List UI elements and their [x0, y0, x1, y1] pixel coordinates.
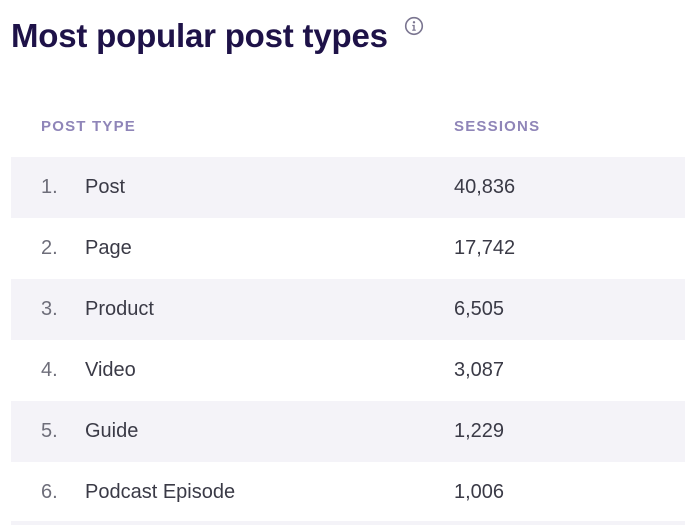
table-row[interactable]: 3. Product 6,505 [11, 279, 685, 340]
row-post-type: Podcast Episode [85, 481, 236, 503]
table-row[interactable]: 5. Guide 1,229 [11, 401, 685, 462]
table-row[interactable]: 1. Post 40,836 [11, 157, 685, 218]
column-header-sessions[interactable]: SESSIONS [454, 118, 541, 135]
row-sessions: 1,006 [454, 481, 505, 503]
row-rank: 1. [41, 176, 58, 198]
column-header-post-type[interactable]: POST TYPE [41, 118, 136, 135]
row-sessions: 6,505 [454, 298, 505, 320]
row-rank: 4. [41, 359, 58, 381]
post-types-table: POST TYPE SESSIONS 1. Post 40,836 2. Pag… [11, 104, 685, 503]
table-row[interactable]: 2. Page 17,742 [11, 218, 685, 279]
table-row[interactable]: 6. Podcast Episode 1,006 [11, 462, 685, 523]
row-sessions: 17,742 [454, 237, 516, 259]
table-header: POST TYPE SESSIONS [11, 104, 685, 148]
widget-title: Most popular post types [11, 17, 388, 54]
table-body: 1. Post 40,836 2. Page 17,742 3. Product… [11, 157, 685, 523]
row-post-type: Product [85, 298, 154, 320]
row-post-type: Guide [85, 420, 139, 442]
row-post-type: Video [85, 359, 136, 381]
widget-header: Most popular post types [11, 14, 424, 58]
row-rank: 6. [41, 481, 58, 503]
row-rank: 2. [41, 237, 58, 259]
table-row[interactable]: 4. Video 3,087 [11, 340, 685, 401]
row-post-type: Page [85, 237, 132, 259]
row-sessions: 3,087 [454, 359, 505, 381]
row-rank: 5. [41, 420, 58, 442]
row-sessions: 1,229 [454, 420, 505, 442]
info-icon[interactable] [404, 16, 424, 36]
next-row-edge [11, 521, 685, 525]
row-rank: 3. [41, 298, 58, 320]
row-post-type: Post [85, 176, 126, 198]
row-sessions: 40,836 [454, 176, 516, 198]
